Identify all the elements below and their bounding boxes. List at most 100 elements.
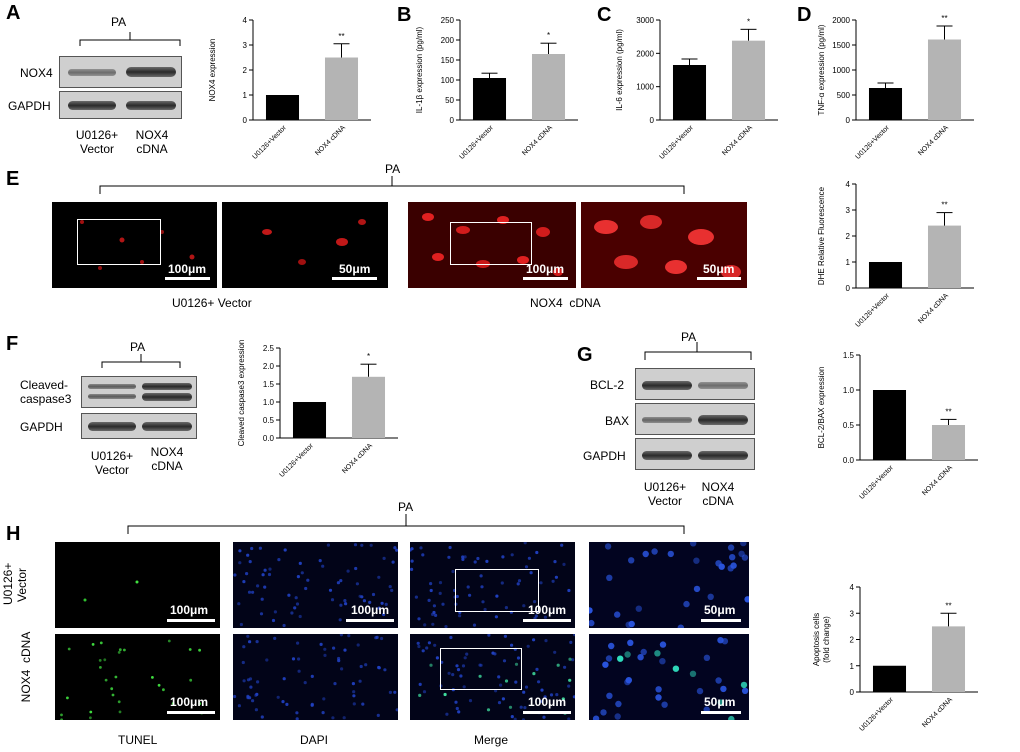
nucleus [455, 706, 459, 711]
blot-g-bcl2-strip [635, 368, 755, 400]
nucleus [238, 561, 242, 565]
y-tick-label: 150 [441, 56, 455, 65]
y-tick-label: 3 [846, 206, 851, 215]
nucleus [502, 659, 507, 663]
nucleus [343, 648, 347, 652]
cells-blue [233, 543, 398, 628]
nucleus [480, 585, 484, 589]
cells-blue [589, 542, 749, 628]
x-tick-label: NOX4 cDNA [721, 124, 754, 157]
nucleus [237, 602, 241, 606]
cells-blue [416, 634, 575, 720]
nucleus [254, 708, 258, 712]
nucleus [383, 668, 387, 672]
nucleus [434, 613, 438, 617]
nucleus [347, 634, 351, 638]
nucleus [238, 549, 242, 553]
scale-label: 50μm [339, 262, 371, 276]
nucleus [628, 557, 635, 564]
nucleus [427, 598, 431, 602]
nucleus [285, 702, 289, 706]
nucleus [256, 680, 260, 684]
nucleus [339, 634, 343, 637]
y-axis-label: TNF-α expression (pg/ml) [817, 24, 826, 115]
band [642, 381, 692, 390]
y-tick-label: 0 [850, 688, 855, 697]
nucleus [740, 681, 748, 689]
y-tick-label: 3 [243, 41, 248, 50]
zoom-box [440, 648, 522, 690]
nucleus [376, 713, 380, 717]
nucleus [364, 663, 368, 667]
nucleus [624, 651, 631, 658]
blot-a-col-vector: U0126+ Vector [75, 128, 119, 156]
significance-mark: * [367, 352, 370, 361]
nucleus [455, 664, 459, 668]
x-tick-label: NOX4 cDNA [921, 464, 954, 497]
y-tick-label: 1000 [832, 66, 850, 75]
y-tick-label: 1.0 [263, 398, 275, 407]
blot-g-row-gapdh: GAPDH [583, 449, 626, 463]
cells-blue [410, 542, 571, 628]
nucleus [661, 701, 668, 708]
nucleus [281, 700, 285, 704]
pa-label-h: PA [398, 500, 414, 514]
nucleus [294, 596, 298, 600]
nucleus [117, 651, 121, 654]
nucleus [359, 664, 363, 669]
scale-bar [167, 619, 215, 622]
nucleus [615, 700, 622, 708]
cells-red [422, 213, 563, 276]
nucleus [544, 639, 548, 643]
nucleus [246, 678, 251, 682]
scale-label: 50μm [703, 262, 735, 276]
nucleus [99, 666, 102, 669]
band [88, 394, 136, 399]
nucleus [118, 710, 122, 714]
nucleus [567, 588, 571, 593]
nucleus [293, 606, 297, 610]
panel-e-label-nox4: NOX4 cDNA [530, 296, 601, 310]
y-tick-label: 500 [837, 91, 851, 100]
nucleus [336, 581, 340, 585]
bracket-h [127, 514, 685, 534]
nucleus [683, 600, 690, 608]
nucleus [295, 711, 299, 715]
significance-mark: ** [941, 201, 947, 210]
nucleus [534, 614, 538, 618]
nucleus [549, 693, 554, 697]
nucleus [358, 594, 362, 598]
nucleus [438, 591, 442, 595]
nucleus [481, 600, 485, 604]
nucleus [361, 702, 365, 706]
bar [927, 225, 962, 288]
nucleus [466, 585, 470, 589]
nucleus [256, 584, 260, 588]
scale-label: 100μm [170, 695, 209, 709]
y-tick-label: 4 [850, 583, 855, 592]
band [642, 451, 692, 460]
nucleus [433, 643, 437, 647]
blot-g-row-bax: BAX [605, 414, 630, 428]
bar [872, 390, 907, 460]
nucleus [715, 677, 722, 684]
cells-green [83, 580, 139, 602]
nucleus [551, 579, 555, 583]
band [698, 415, 748, 425]
panel-label-b: B [397, 4, 412, 26]
nucleus [600, 709, 607, 716]
y-tick-label: 4 [846, 180, 851, 189]
nucleus [542, 715, 546, 719]
dhe-image-nox4-high: 50μm [581, 202, 747, 288]
nucleus [268, 567, 272, 571]
nucleus [571, 658, 575, 662]
nucleus [472, 623, 477, 627]
nucleus [461, 555, 465, 559]
nucleus [485, 559, 489, 563]
dapi-vector: 100μm [233, 542, 398, 628]
nucleus [251, 590, 255, 594]
nucleus [296, 641, 300, 645]
nucleus [543, 695, 547, 699]
panel-label-g: G [577, 344, 593, 366]
nucleus [306, 578, 310, 582]
